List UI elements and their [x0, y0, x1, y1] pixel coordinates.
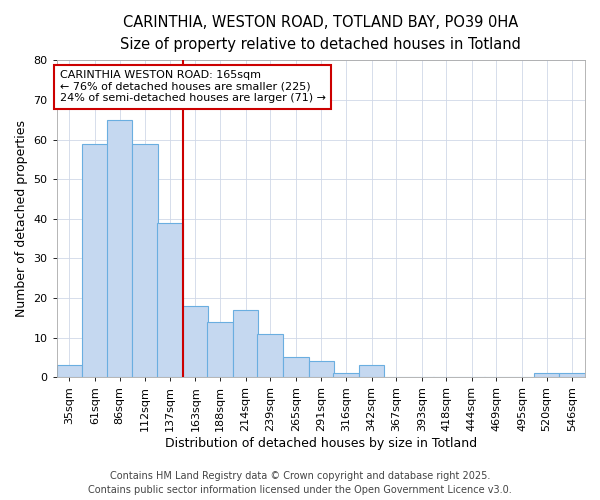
Bar: [359, 366, 385, 378]
Bar: [333, 374, 359, 378]
Bar: [57, 366, 82, 378]
Bar: [308, 362, 334, 378]
Bar: [233, 310, 259, 378]
Bar: [82, 144, 108, 378]
Title: CARINTHIA, WESTON ROAD, TOTLAND BAY, PO39 0HA
Size of property relative to detac: CARINTHIA, WESTON ROAD, TOTLAND BAY, PO3…: [121, 15, 521, 52]
Bar: [534, 374, 559, 378]
Y-axis label: Number of detached properties: Number of detached properties: [15, 120, 28, 318]
Bar: [182, 306, 208, 378]
X-axis label: Distribution of detached houses by size in Totland: Distribution of detached houses by size …: [165, 437, 477, 450]
Bar: [107, 120, 133, 378]
Bar: [157, 223, 182, 378]
Bar: [283, 358, 308, 378]
Bar: [133, 144, 158, 378]
Bar: [257, 334, 283, 378]
Text: Contains HM Land Registry data © Crown copyright and database right 2025.
Contai: Contains HM Land Registry data © Crown c…: [88, 471, 512, 495]
Text: CARINTHIA WESTON ROAD: 165sqm
← 76% of detached houses are smaller (225)
24% of : CARINTHIA WESTON ROAD: 165sqm ← 76% of d…: [59, 70, 326, 103]
Bar: [207, 322, 233, 378]
Bar: [559, 374, 585, 378]
